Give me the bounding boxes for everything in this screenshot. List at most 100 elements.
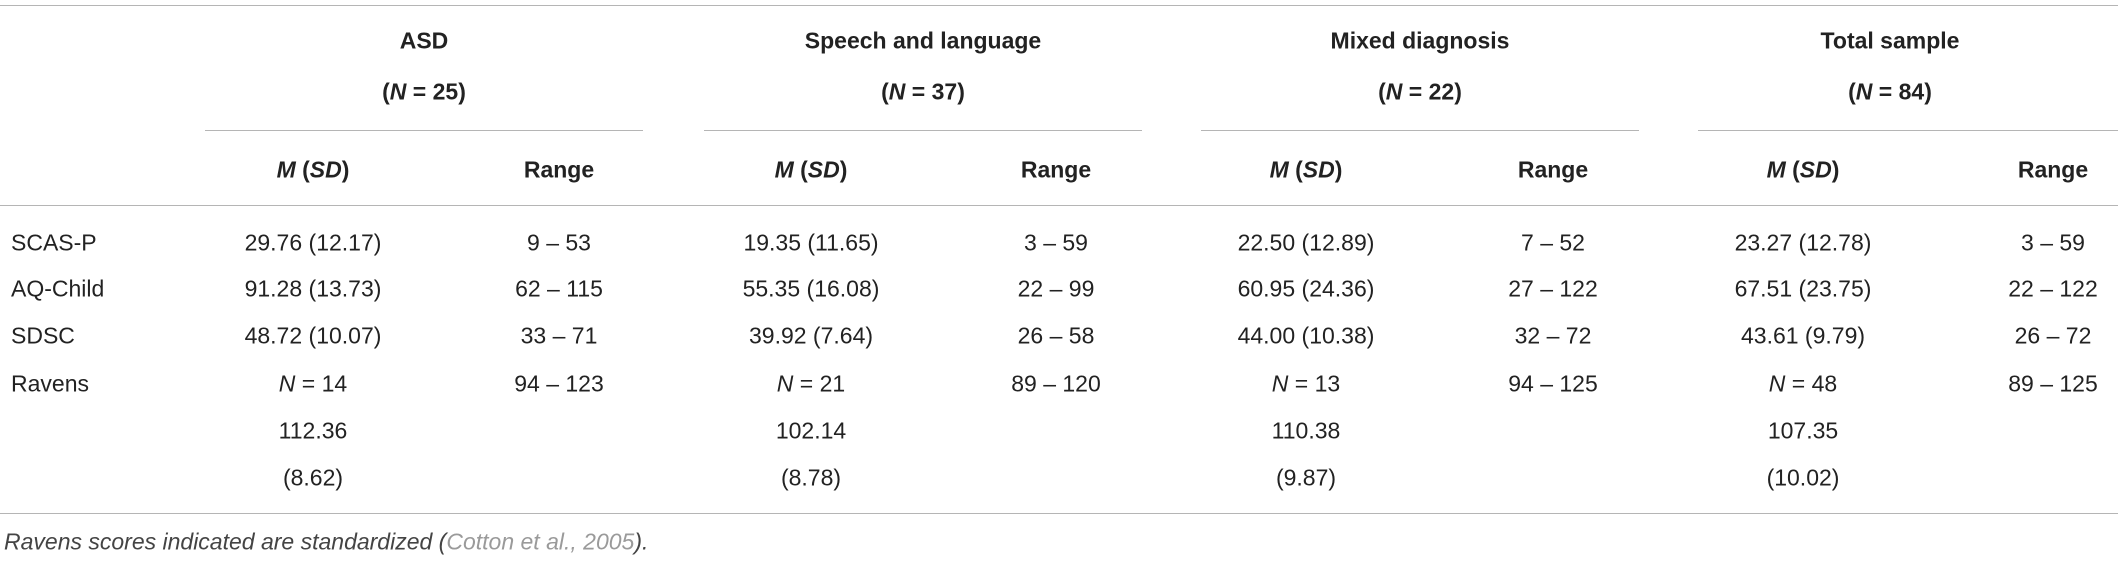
cell-line: (8.78): [781, 465, 841, 492]
text-run: (: [295, 156, 310, 183]
text: 55.35 (16.08): [742, 275, 880, 302]
column-header: M (SD): [277, 157, 350, 184]
text: 19.35 (11.65): [743, 229, 879, 256]
text-run: ): [839, 156, 848, 183]
row-label: SCAS-P: [11, 229, 97, 256]
cell: 89 – 125: [2008, 371, 2098, 398]
cell-line: 107.35: [1768, 418, 1838, 445]
text: (9.87): [1275, 464, 1337, 491]
group-rule: [704, 130, 1142, 131]
text: 107.35: [1767, 417, 1839, 444]
cell: 48.72 (10.07): [245, 323, 382, 350]
cell-line: N = 21: [777, 371, 845, 398]
text: 26 – 58: [1017, 322, 1095, 349]
text-run: N: [278, 370, 296, 397]
text: 89 – 120: [1011, 370, 1101, 397]
text-run: Range: [2017, 156, 2089, 183]
text-run: Range: [523, 156, 595, 183]
cell-line: N = 13: [1272, 371, 1340, 398]
cell: 44.00 (10.38): [1238, 323, 1375, 350]
text: (10.02): [1766, 464, 1840, 491]
group-n: (N = 22): [1378, 79, 1462, 106]
cell: 91.28 (13.73): [245, 276, 382, 303]
text-run: M: [774, 156, 794, 183]
cell: 22.50 (12.89): [1238, 230, 1375, 257]
text: 67.51 (23.75): [1734, 275, 1872, 302]
cell: 26 – 72: [2015, 323, 2092, 350]
text-run: ): [1831, 156, 1840, 183]
cell: 22 – 122: [2008, 276, 2098, 303]
text-run: = 37): [905, 78, 965, 105]
group-title: Total sample: [1820, 27, 1960, 54]
cell: 9 – 53: [527, 230, 591, 257]
text: 110.38: [1271, 417, 1341, 444]
footnote: Ravens scores indicated are standardized…: [4, 529, 648, 556]
group-rule: [1201, 130, 1639, 131]
cell: 27 – 122: [1508, 276, 1598, 303]
text: 112.36: [278, 417, 348, 444]
text: (8.62): [282, 464, 344, 491]
cell: 26 – 58: [1018, 323, 1095, 350]
text-run: = 13: [1288, 370, 1341, 397]
cell-line: 102.14: [776, 418, 846, 445]
text-run: N: [888, 78, 906, 105]
group-title: Mixed diagnosis: [1330, 27, 1510, 54]
text-run: = 22): [1402, 78, 1462, 105]
cell: 67.51 (23.75): [1735, 276, 1872, 303]
text-run: ): [1334, 156, 1343, 183]
group-title: Speech and language: [804, 27, 1042, 54]
cell: 89 – 120: [1011, 371, 1101, 398]
cell: 7 – 52: [1521, 230, 1585, 257]
text: 48.72 (10.07): [244, 322, 382, 349]
text-run: ): [341, 156, 350, 183]
text: 29.76 (12.17): [244, 229, 382, 256]
cell: 43.61 (9.79): [1741, 323, 1865, 350]
text: 94 – 125: [1508, 370, 1598, 397]
row-label: SDSC: [11, 322, 75, 349]
cell-line: (10.02): [1767, 465, 1840, 492]
text-run: = 21: [793, 370, 846, 397]
text-run: (: [1848, 78, 1856, 105]
cell: 94 – 125: [1508, 371, 1598, 398]
cell: 62 – 115: [515, 276, 603, 303]
column-header: Range: [1021, 157, 1091, 184]
text-run: (: [881, 78, 889, 105]
top-rule: [0, 5, 2118, 6]
text: 94 – 123: [514, 370, 604, 397]
text-run: N: [389, 78, 407, 105]
column-header: Range: [1518, 157, 1588, 184]
text: 9 – 53: [527, 229, 591, 256]
cell: 29.76 (12.17): [245, 230, 382, 257]
text: 102.14: [775, 417, 847, 444]
text: 32 – 72: [1514, 322, 1592, 349]
text: 89 – 125: [2008, 370, 2098, 397]
text-run: Range: [1020, 156, 1092, 183]
text: 44.00 (10.38): [1237, 322, 1375, 349]
cell: 19.35 (11.65): [743, 230, 878, 257]
cell-line: 112.36: [279, 418, 348, 445]
text-run: SD: [1302, 156, 1335, 183]
text-run: = 14: [295, 370, 348, 397]
text: 3 – 59: [2021, 229, 2085, 256]
row-label: AQ-Child: [11, 275, 105, 302]
text: 23.27 (12.78): [1734, 229, 1872, 256]
group-n: (N = 37): [881, 79, 965, 106]
text-run: M: [276, 156, 296, 183]
text: 27 – 122: [1508, 275, 1598, 302]
text-run: (: [1288, 156, 1303, 183]
text: 62 – 115: [515, 275, 603, 302]
text-run: (: [1785, 156, 1800, 183]
text-run: = 84): [1872, 78, 1932, 105]
text: 3 – 59: [1024, 229, 1088, 256]
text-run: Cotton et al., 2005: [446, 528, 635, 555]
text: 22 – 122: [2008, 275, 2098, 302]
text-run: M: [1766, 156, 1786, 183]
text-run: ).: [634, 528, 649, 555]
cell: 55.35 (16.08): [743, 276, 880, 303]
cell: 33 – 71: [521, 323, 598, 350]
text-run: = 25): [406, 78, 466, 105]
cell-line: (9.87): [1276, 465, 1336, 492]
cell: 94 – 123: [514, 371, 604, 398]
cell: 3 – 59: [2021, 230, 2085, 257]
cell: 3 – 59: [1024, 230, 1088, 257]
